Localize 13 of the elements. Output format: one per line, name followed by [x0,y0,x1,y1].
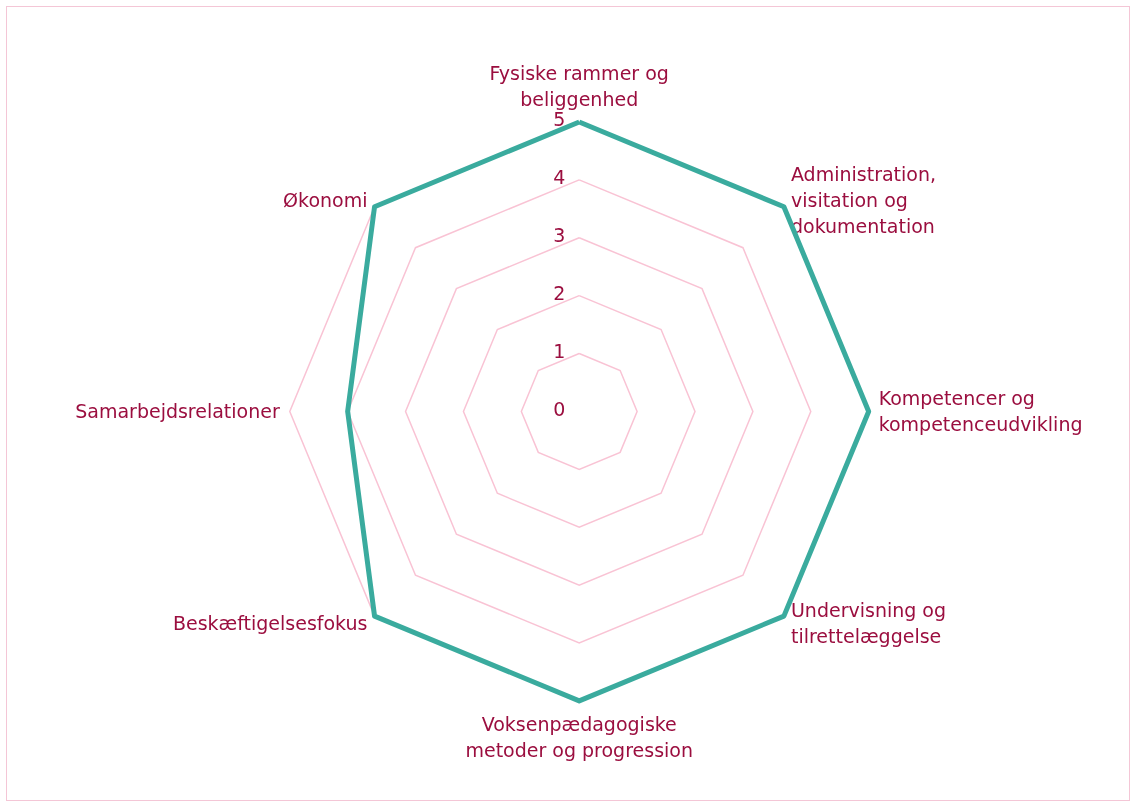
spoke-label: Administration, visitation og dokumentation [790,162,937,237]
y-tick-label: 1 [553,340,566,363]
spoke-label: Økonomi [283,188,368,211]
y-tick-label: 0 [553,397,566,420]
y-tick-label: 2 [553,282,566,305]
y-tick-label: 3 [553,224,566,247]
spoke-label: Voksenpædagogiske metoder og progression [465,712,694,761]
spoke-label: Undervisning og tilrettelæggelse [790,599,947,648]
y-tick-label: 4 [553,166,566,189]
spoke-label: Beskæftigelsesfokus [172,612,368,635]
spoke-label: Fysiske rammer og beliggenhed [489,61,669,110]
spoke-label: Kompetencer og kompetenceudvikling [878,387,1083,436]
spoke-label: Samarbejdsrelationer [75,400,280,423]
